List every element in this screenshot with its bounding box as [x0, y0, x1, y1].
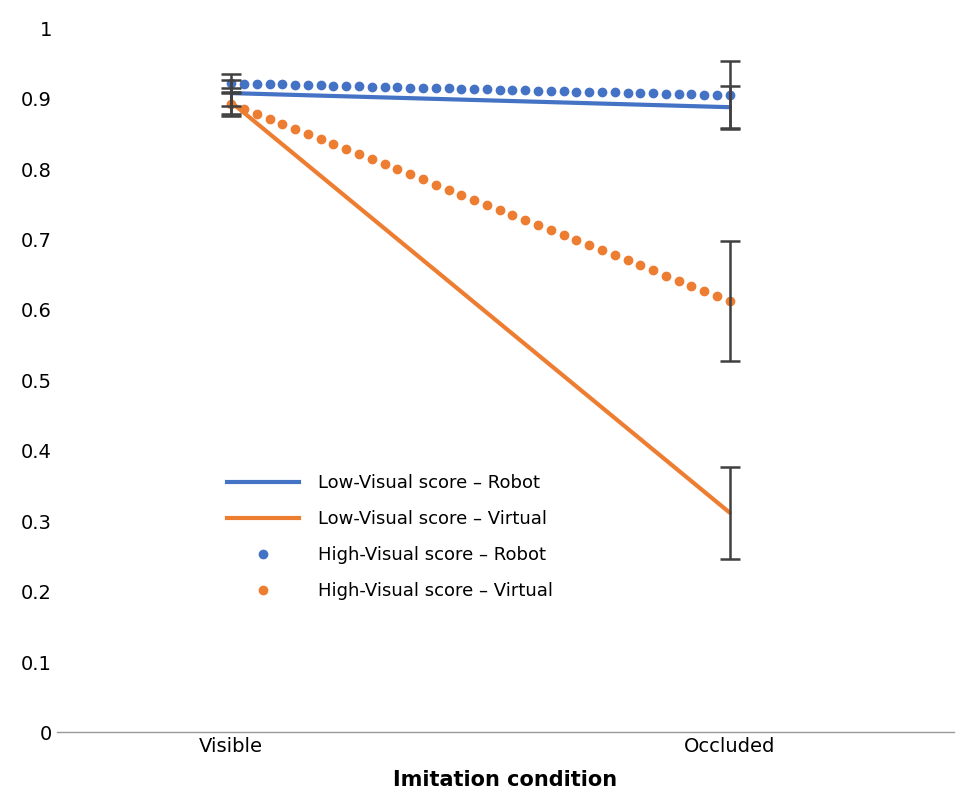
X-axis label: Imitation condition: Imitation condition [393, 770, 617, 790]
Legend: Low-Visual score – Robot, Low-Visual score – Virtual, High-Visual score – Robot,: Low-Visual score – Robot, Low-Visual sco… [227, 474, 553, 600]
